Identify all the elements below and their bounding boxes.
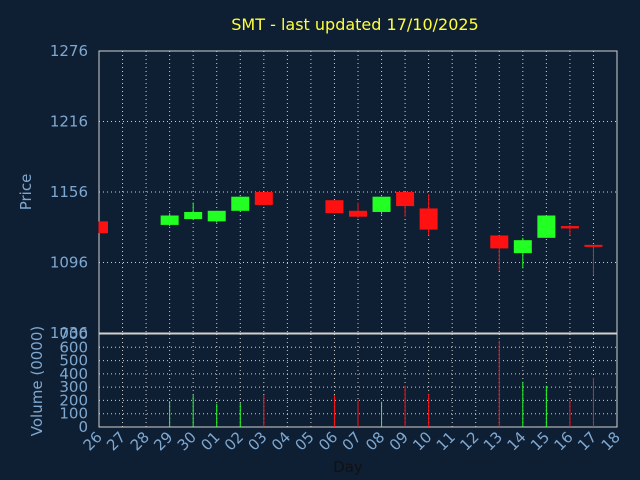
candle-body — [207, 210, 226, 222]
x-tick-label: 03 — [244, 428, 270, 454]
candle-body — [231, 196, 250, 211]
candle-body — [537, 215, 556, 238]
volume-tick-label: 300 — [59, 378, 88, 396]
x-ticks: 2627282930010203040506070809101112131415… — [80, 428, 624, 454]
candles — [98, 192, 603, 276]
candle-body — [325, 200, 344, 214]
x-tick-label: 12 — [456, 428, 482, 454]
volume-tick-label: 500 — [59, 352, 88, 370]
x-tick-label: 02 — [221, 428, 247, 454]
price-tick-label: 1276 — [50, 42, 88, 60]
x-tick-label: 07 — [339, 428, 365, 454]
candle-body — [372, 196, 391, 212]
x-tick-label: 10 — [409, 428, 435, 454]
volume-tick-label: 200 — [59, 391, 88, 409]
x-tick-label: 13 — [480, 428, 506, 454]
x-tick-label: 04 — [268, 428, 294, 454]
x-tick-label: 15 — [527, 428, 553, 454]
candle-body — [560, 226, 579, 229]
x-tick-label: 16 — [551, 428, 577, 454]
candle-body — [396, 192, 415, 207]
volume-tick-label: 700 — [59, 325, 88, 343]
price-tick-label: 1216 — [50, 113, 88, 131]
candle-body — [254, 192, 273, 205]
candle-body — [584, 244, 603, 247]
price-tick-label: 1036 — [50, 324, 88, 342]
x-tick-label: 06 — [315, 428, 341, 454]
x-tick-label: 17 — [574, 428, 600, 454]
volume-tick-label: 0 — [78, 418, 88, 436]
candle-body — [513, 240, 532, 254]
x-tick-label: 28 — [127, 428, 153, 454]
chart-title: SMT - last updated 17/10/2025 — [231, 15, 478, 34]
candle-body — [490, 235, 509, 249]
price-y-ticks: 1036 1096 1156 1216 1276 — [50, 42, 88, 342]
x-tick-label: 11 — [433, 428, 459, 454]
x-tick-label: 05 — [292, 428, 318, 454]
candle-body — [349, 210, 367, 217]
candle-body — [99, 221, 108, 234]
candle-body — [160, 215, 179, 225]
price-plot-area — [98, 50, 618, 334]
x-tick-label: 01 — [197, 428, 223, 454]
volume-tick-label: 400 — [59, 365, 88, 383]
x-tick-label: 14 — [503, 428, 529, 454]
x-tick-label: 18 — [598, 428, 624, 454]
price-tick-label: 1096 — [50, 254, 88, 272]
x-tick-label: 29 — [150, 428, 176, 454]
price-axis-label: Price — [17, 174, 35, 211]
x-tick-label: 30 — [174, 428, 200, 454]
candle-body — [184, 211, 203, 220]
volume-tick-label: 100 — [59, 405, 88, 423]
x-tick-label: 09 — [386, 428, 412, 454]
price-tick-label: 1156 — [50, 183, 88, 201]
x-tick-label: 27 — [103, 428, 129, 454]
x-tick-label: 08 — [362, 428, 388, 454]
candle-body — [419, 208, 438, 230]
volume-tick-label: 600 — [59, 338, 88, 356]
volume-bars — [169, 340, 594, 427]
x-axis-label: Day — [333, 458, 363, 476]
volume-axis-label: Volume (0000) — [28, 326, 46, 436]
